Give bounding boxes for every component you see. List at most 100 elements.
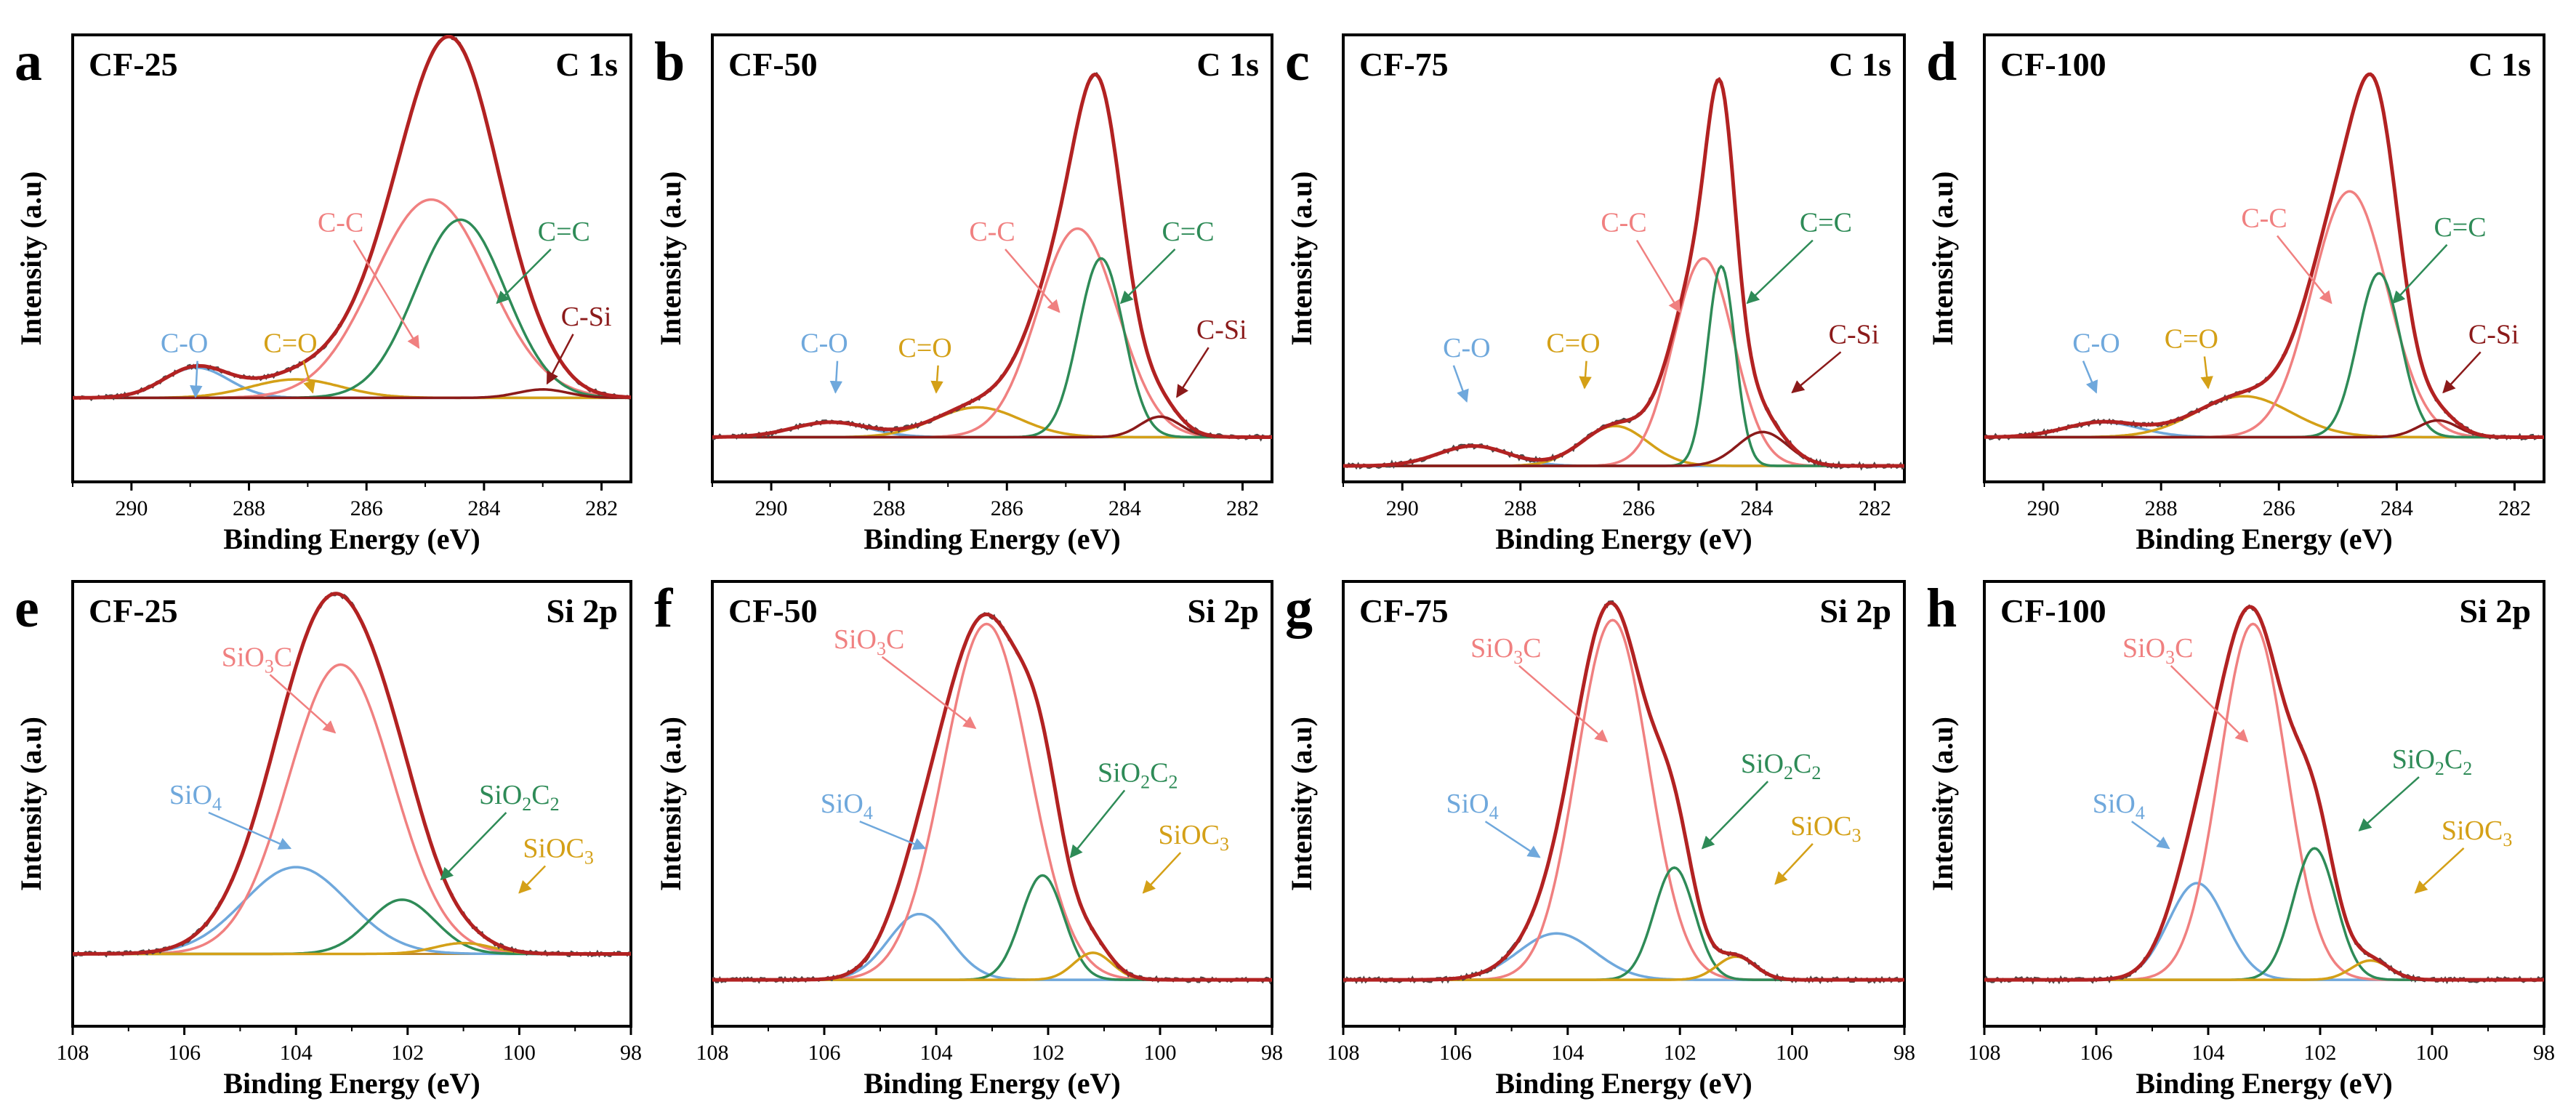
peak-label: SiOC3 bbox=[1158, 820, 1228, 855]
peak-sio3c bbox=[1343, 619, 1904, 981]
x-tick-label: 100 bbox=[1144, 1041, 1177, 1065]
peak-label: SiO2C2 bbox=[1741, 749, 1822, 783]
x-tick-label: 282 bbox=[1226, 496, 1259, 520]
x-tick-label: 108 bbox=[1327, 1041, 1360, 1065]
peak-arrow bbox=[518, 865, 547, 894]
sample-label: CF-100 bbox=[2000, 46, 2106, 83]
peak-arrow bbox=[1518, 665, 1609, 743]
fit-envelope bbox=[712, 72, 1272, 439]
panel-letter: e bbox=[15, 578, 39, 639]
peak-label: C-Si bbox=[2468, 319, 2519, 350]
x-tick-label: 100 bbox=[2416, 1041, 2449, 1065]
curves bbox=[1343, 76, 1904, 471]
region-label: Si 2p bbox=[2460, 592, 2531, 629]
panel-letter: h bbox=[1926, 578, 1957, 639]
region-label: Si 2p bbox=[1188, 592, 1259, 629]
plot-frame bbox=[711, 580, 1273, 1028]
x-tick-label: 288 bbox=[233, 496, 265, 520]
x-tick-label: 102 bbox=[1032, 1041, 1065, 1065]
x-tick-label: 102 bbox=[2304, 1041, 2337, 1065]
x-tick-label: 108 bbox=[696, 1041, 729, 1065]
peak-arrow bbox=[269, 674, 337, 734]
x-tick-label: 106 bbox=[808, 1041, 841, 1065]
peak-c-si bbox=[1984, 419, 2544, 439]
fit-envelope bbox=[73, 35, 631, 400]
peak-arrow bbox=[2277, 235, 2333, 305]
sample-label: CF-75 bbox=[1359, 46, 1449, 83]
x-axis-title: Binding Energy (eV) bbox=[223, 523, 480, 555]
peak-label: C=O bbox=[2165, 324, 2218, 355]
x-tick-label: 282 bbox=[585, 496, 618, 520]
peak-label: SiO3C bbox=[834, 624, 905, 659]
sample-label: CF-50 bbox=[728, 46, 818, 83]
fit-envelope bbox=[1343, 77, 1904, 468]
raw-spectrum bbox=[1984, 72, 2544, 441]
peak-label: SiO2C2 bbox=[2392, 744, 2473, 779]
x-tick-label: 106 bbox=[2080, 1041, 2113, 1065]
peak-label: C-C bbox=[2241, 203, 2287, 233]
x-axis-title: Binding Energy (eV) bbox=[223, 1067, 480, 1100]
panel-b: 290 288 286 284 282 Binding Energy (eV) Intens… bbox=[654, 31, 1273, 555]
x-tick-label: 282 bbox=[1859, 496, 1891, 520]
panel-c: 290 288 286 284 282 Binding Energy (eV) Intens… bbox=[1285, 31, 1906, 555]
region-label: Si 2p bbox=[1820, 592, 1891, 629]
x-tick-label: 288 bbox=[2145, 496, 2178, 520]
x-tick-label: 284 bbox=[1740, 496, 1773, 520]
peak-arrow bbox=[2131, 821, 2170, 850]
peak-arrow bbox=[1774, 842, 1814, 885]
x-tick-label: 98 bbox=[620, 1041, 642, 1065]
peak-sio3c bbox=[1984, 622, 2544, 981]
peak-arrow bbox=[1005, 249, 1060, 313]
peak-label: C=O bbox=[898, 333, 951, 363]
peak-arrow bbox=[1119, 249, 1176, 305]
plot-frame bbox=[1342, 33, 1906, 483]
peak-arrow bbox=[1142, 852, 1182, 894]
region-label: C 1s bbox=[1196, 46, 1259, 83]
peak-c-o bbox=[1984, 395, 2544, 439]
x-tick-label: 106 bbox=[168, 1041, 201, 1065]
y-axis-title: Intensity (a.u) bbox=[1926, 717, 1959, 891]
curves bbox=[712, 72, 1272, 442]
peak-label: C-Si bbox=[1829, 319, 1880, 350]
peak-label: C=O bbox=[1546, 329, 1600, 359]
x-tick-label: 100 bbox=[1776, 1041, 1808, 1065]
x-tick-label: 98 bbox=[1893, 1041, 1915, 1065]
raw-spectrum bbox=[73, 592, 631, 958]
x-tick-label: 104 bbox=[1551, 1041, 1584, 1065]
region-label: Si 2p bbox=[547, 592, 618, 629]
region-label: C 1s bbox=[1829, 46, 1891, 83]
sample-label: CF-25 bbox=[89, 592, 178, 629]
peak-arrow bbox=[496, 249, 552, 305]
peak-label: C-O bbox=[2072, 329, 2120, 359]
peak-sio4 bbox=[1343, 932, 1904, 981]
peak-arrow bbox=[2391, 243, 2448, 305]
raw-spectrum bbox=[712, 72, 1272, 442]
x-axis-title: Binding Energy (eV) bbox=[864, 523, 1120, 555]
x-tick-label: 290 bbox=[755, 496, 788, 520]
peak-c-si bbox=[73, 388, 631, 400]
peak-label: C-Si bbox=[561, 302, 612, 332]
peak-sio3c bbox=[712, 622, 1272, 981]
peak-arrow bbox=[546, 334, 574, 385]
x-tick-label: 282 bbox=[2498, 496, 2531, 520]
peak-label: C-C bbox=[969, 217, 1015, 247]
plot-frame bbox=[1342, 580, 1906, 1028]
peak-c-c bbox=[712, 227, 1272, 439]
x-tick-label: 284 bbox=[2380, 496, 2413, 520]
peak-label: SiO4 bbox=[2093, 789, 2145, 823]
panel-letter: f bbox=[654, 578, 674, 639]
sample-label: CF-50 bbox=[728, 592, 818, 629]
peak-label: C-O bbox=[161, 329, 208, 359]
peak-arrow bbox=[1635, 239, 1681, 313]
raw-spectrum bbox=[1984, 604, 2544, 985]
curves bbox=[712, 612, 1272, 985]
peak-label: C-O bbox=[800, 329, 848, 359]
x-tick-label: 284 bbox=[467, 496, 500, 520]
peak-sio2c2 bbox=[1343, 866, 1904, 981]
raw-spectrum bbox=[1343, 76, 1904, 471]
x-tick-label: 108 bbox=[1968, 1041, 2001, 1065]
x-tick-label: 284 bbox=[1108, 496, 1141, 520]
x-axis-title: Binding Energy (eV) bbox=[864, 1067, 1120, 1100]
y-axis-title: Intensity (a.u) bbox=[15, 171, 47, 345]
peak-arrow bbox=[2200, 356, 2213, 390]
